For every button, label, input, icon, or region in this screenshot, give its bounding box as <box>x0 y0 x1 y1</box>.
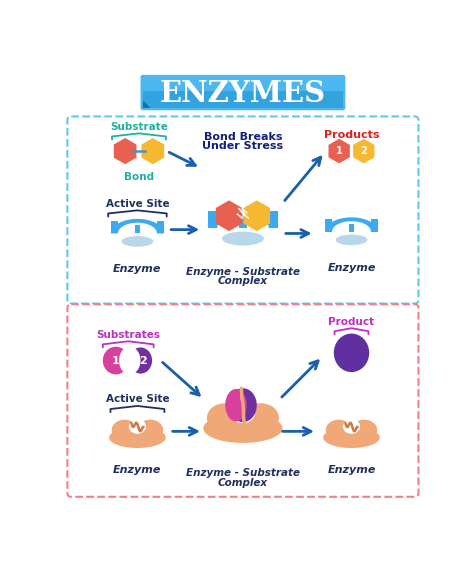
Polygon shape <box>244 200 270 231</box>
Text: Enzyme: Enzyme <box>328 263 376 273</box>
Polygon shape <box>239 217 246 228</box>
FancyBboxPatch shape <box>67 117 419 303</box>
Text: Substrate: Substrate <box>110 122 168 132</box>
Ellipse shape <box>109 427 166 448</box>
Polygon shape <box>325 219 332 232</box>
Text: Bond Breaks: Bond Breaks <box>204 132 282 142</box>
Polygon shape <box>111 219 164 233</box>
Ellipse shape <box>121 236 154 247</box>
Text: Under Stress: Under Stress <box>202 141 283 151</box>
Ellipse shape <box>326 419 352 440</box>
Ellipse shape <box>119 346 140 374</box>
Text: Active Site: Active Site <box>106 199 169 209</box>
Ellipse shape <box>323 427 380 448</box>
Text: Enzyme: Enzyme <box>113 465 162 475</box>
Text: Complex: Complex <box>218 478 268 487</box>
Polygon shape <box>353 139 374 164</box>
Polygon shape <box>114 138 137 164</box>
FancyBboxPatch shape <box>140 75 346 110</box>
Polygon shape <box>325 217 378 232</box>
Ellipse shape <box>129 348 152 374</box>
Polygon shape <box>208 209 278 228</box>
Polygon shape <box>371 219 378 232</box>
FancyBboxPatch shape <box>67 305 419 497</box>
Polygon shape <box>111 221 118 233</box>
Text: ENZYMES: ENZYMES <box>160 79 326 108</box>
Text: Enzyme - Substrate: Enzyme - Substrate <box>186 267 300 277</box>
Polygon shape <box>269 212 278 228</box>
Polygon shape <box>208 212 217 228</box>
Polygon shape <box>142 138 164 164</box>
Text: Product: Product <box>328 316 374 327</box>
Text: Bond: Bond <box>124 172 154 182</box>
Text: Complex: Complex <box>218 276 268 286</box>
Ellipse shape <box>334 333 369 372</box>
Polygon shape <box>143 100 151 108</box>
Text: Enzyme - Substrate: Enzyme - Substrate <box>186 468 300 478</box>
Ellipse shape <box>231 402 255 423</box>
Ellipse shape <box>343 419 360 434</box>
Ellipse shape <box>336 234 367 245</box>
Polygon shape <box>349 224 354 232</box>
Polygon shape <box>216 200 242 231</box>
Text: Active Site: Active Site <box>106 395 169 405</box>
Ellipse shape <box>203 414 283 443</box>
Text: 2: 2 <box>139 355 146 366</box>
Ellipse shape <box>225 389 247 421</box>
Ellipse shape <box>351 419 377 440</box>
Text: 1: 1 <box>112 355 120 366</box>
Ellipse shape <box>129 419 146 434</box>
Ellipse shape <box>222 231 264 246</box>
Ellipse shape <box>229 388 257 422</box>
Text: 2: 2 <box>360 146 367 156</box>
Ellipse shape <box>103 346 129 374</box>
Polygon shape <box>328 139 350 164</box>
Text: Substrates: Substrates <box>96 330 160 340</box>
Polygon shape <box>157 221 164 233</box>
Ellipse shape <box>137 419 163 440</box>
Text: Products: Products <box>324 130 379 140</box>
Ellipse shape <box>207 403 243 432</box>
Polygon shape <box>135 225 140 233</box>
Text: Enzyme: Enzyme <box>328 465 376 475</box>
Ellipse shape <box>112 419 137 440</box>
FancyBboxPatch shape <box>143 91 343 108</box>
Ellipse shape <box>243 403 279 432</box>
Text: 1: 1 <box>336 146 343 156</box>
Text: Enzyme: Enzyme <box>113 264 162 275</box>
